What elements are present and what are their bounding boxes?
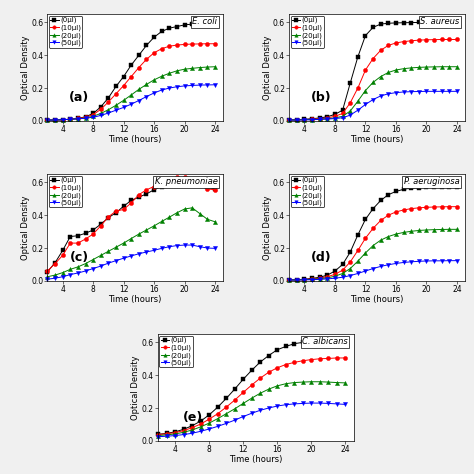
X-axis label: Time (hours): Time (hours) xyxy=(350,295,403,304)
Y-axis label: Optical Density: Optical Density xyxy=(21,35,30,100)
X-axis label: Time (hours): Time (hours) xyxy=(350,136,403,145)
Text: (d): (d) xyxy=(310,251,331,264)
Text: K. pneumoniae: K. pneumoniae xyxy=(155,177,218,186)
X-axis label: Time (hours): Time (hours) xyxy=(109,295,162,304)
Y-axis label: Optical Density: Optical Density xyxy=(21,195,30,260)
Text: (e): (e) xyxy=(183,411,203,424)
X-axis label: Time (hours): Time (hours) xyxy=(109,136,162,145)
X-axis label: Time (hours): Time (hours) xyxy=(229,456,283,465)
Legend: (0μl), (10μl), (20μl), (50μl): (0μl), (10μl), (20μl), (50μl) xyxy=(291,175,324,208)
Legend: (0μl), (10μl), (20μl), (50μl): (0μl), (10μl), (20μl), (50μl) xyxy=(49,175,82,208)
Y-axis label: Optical Density: Optical Density xyxy=(131,355,140,420)
Text: (b): (b) xyxy=(310,91,331,104)
Text: S. aureus: S. aureus xyxy=(420,18,459,27)
Y-axis label: Optical Density: Optical Density xyxy=(263,195,272,260)
Y-axis label: Optical Density: Optical Density xyxy=(263,35,272,100)
Text: C. albicans: C. albicans xyxy=(302,337,348,346)
Text: E. coli: E. coli xyxy=(192,18,218,27)
Text: (c): (c) xyxy=(69,251,89,264)
Legend: (0μl), (10μl), (20μl), (50μl): (0μl), (10μl), (20μl), (50μl) xyxy=(291,16,324,47)
Text: P. aeruginosa: P. aeruginosa xyxy=(403,177,459,186)
Legend: (0μl), (10μl), (20μl), (50μl): (0μl), (10μl), (20μl), (50μl) xyxy=(49,16,82,47)
Legend: (0μl), (10μl), (20μl), (50μl): (0μl), (10μl), (20μl), (50μl) xyxy=(159,336,193,367)
Text: (a): (a) xyxy=(69,91,89,104)
